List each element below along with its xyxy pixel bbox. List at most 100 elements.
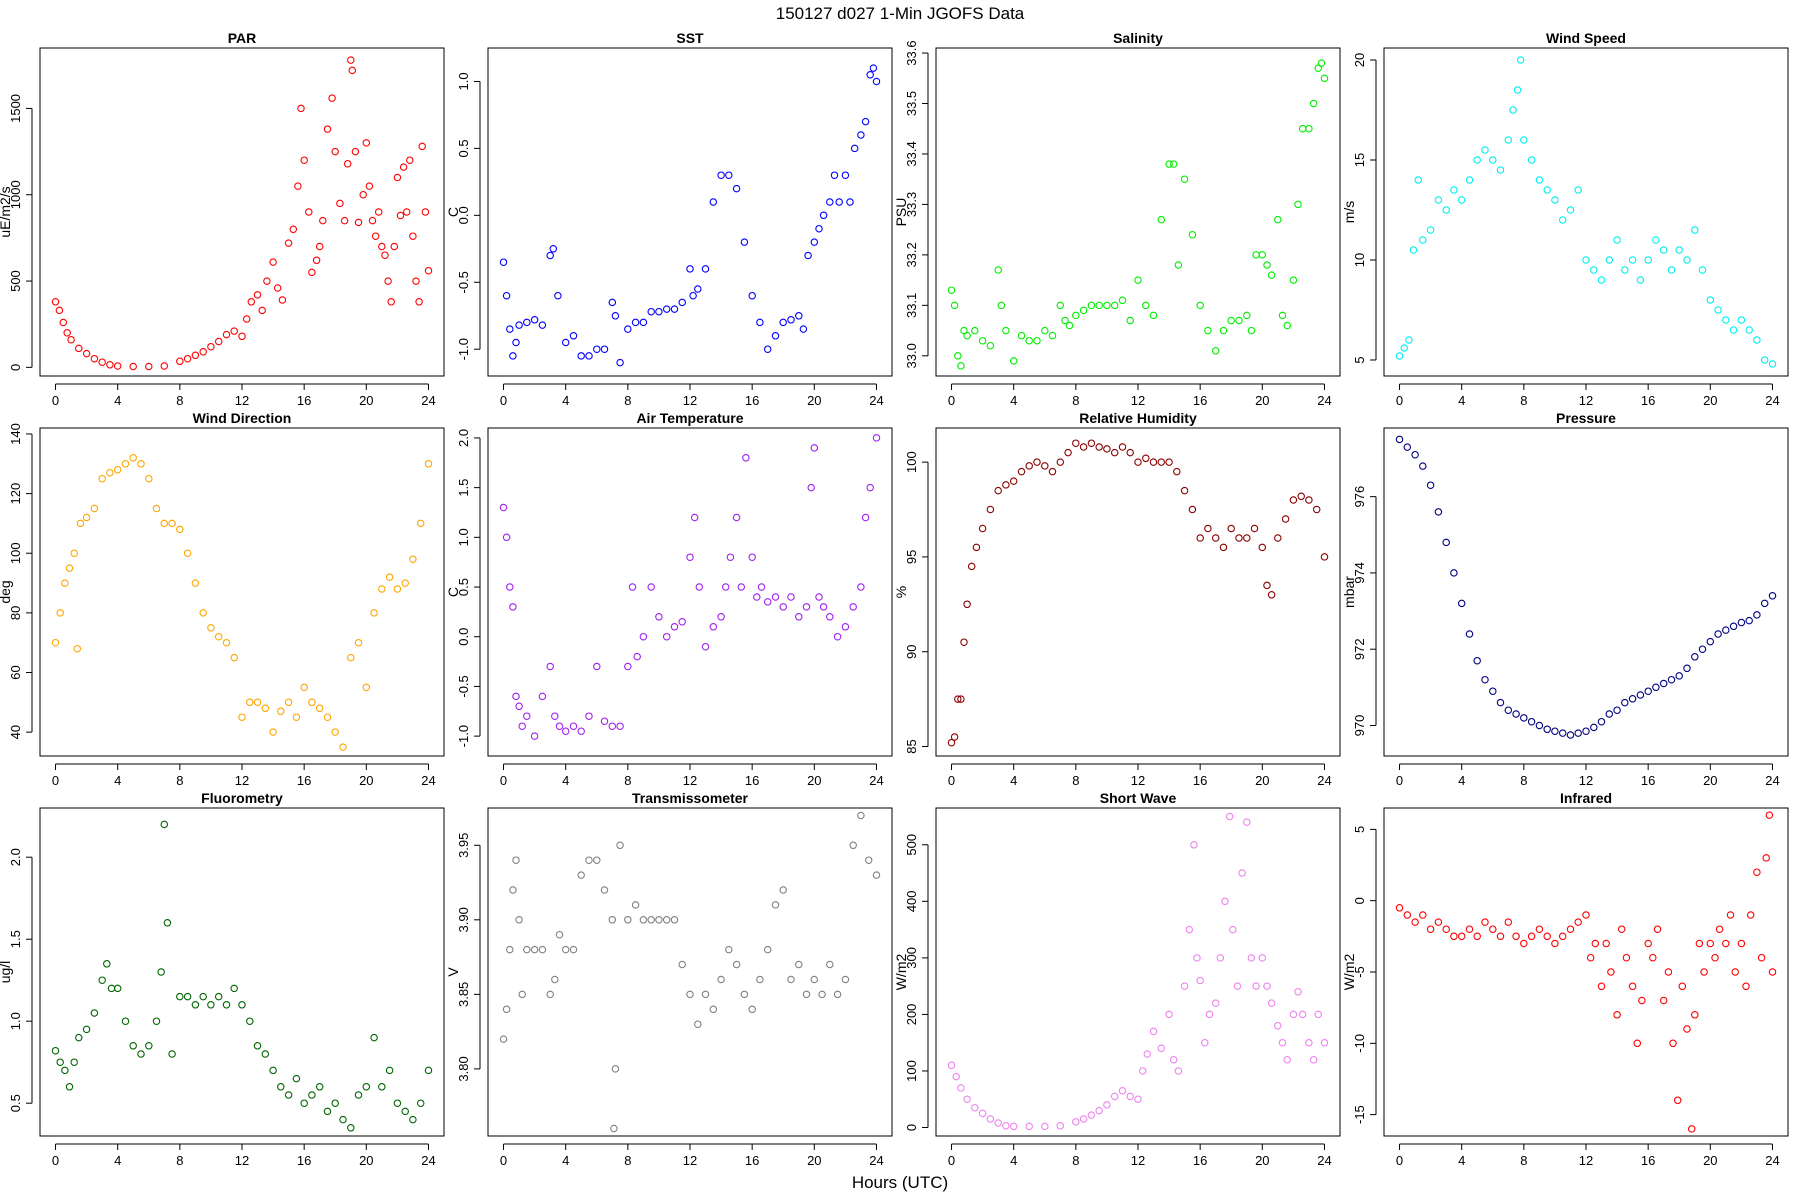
infrared-data-point — [1617, 925, 1626, 933]
infrared-data-point — [1450, 932, 1458, 941]
transmissometer-data-point — [639, 916, 648, 924]
relative-humidity-data-point — [1274, 534, 1282, 542]
par-x-tick-label: 16 — [297, 393, 311, 408]
par-data-point — [98, 358, 106, 366]
infrared-data-point — [1607, 968, 1615, 976]
wind-direction-plot-frame — [39, 427, 445, 757]
relative-humidity-data-point — [1072, 439, 1080, 447]
infrared-data-point — [1504, 918, 1513, 926]
relative-humidity-data-point — [1243, 534, 1251, 542]
short-wave-y-tick-label: 0 — [904, 1124, 919, 1131]
panel-fluorometry: Fluorometry 0 4 8 12 16 20 24 0.5 1.0 1.5 2.0 ug/l — [0, 790, 445, 1168]
wind-speed-data-point — [1489, 156, 1497, 164]
salinity-data-point — [1317, 59, 1326, 67]
air-temperature-data-point — [512, 692, 520, 701]
short-wave-data-point — [1211, 999, 1220, 1007]
par-data-point — [297, 104, 305, 113]
salinity-data-point — [1025, 336, 1033, 345]
salinity-data-point — [950, 301, 959, 310]
salinity-data-point — [1204, 326, 1212, 335]
wind-speed-data-point — [1628, 256, 1637, 264]
short-wave-data-point — [1157, 1044, 1166, 1053]
relative-humidity-data-point — [967, 562, 976, 571]
infrared-data-point — [1762, 854, 1770, 862]
short-wave-data-point — [1174, 1067, 1183, 1075]
wind-direction-data-point — [129, 454, 137, 462]
fluorometry-y-label: ug/l — [0, 961, 13, 984]
wind-direction-data-point — [393, 585, 402, 593]
relative-humidity-data-point — [972, 543, 981, 552]
relative-humidity-data-point — [1017, 467, 1026, 476]
salinity-data-point — [978, 336, 987, 345]
salinity-data-point — [1298, 124, 1307, 133]
short-wave-data-point — [1185, 925, 1194, 934]
wind-direction-data-point — [61, 579, 69, 587]
transmissometer-data-point — [872, 871, 881, 879]
wind-direction-data-point — [70, 549, 78, 557]
relative-humidity-data-point — [1157, 458, 1166, 466]
sst-data-point — [740, 238, 749, 246]
par-data-point — [230, 327, 238, 335]
par-data-point — [387, 298, 395, 306]
par-data-point — [191, 351, 200, 360]
par-title: PAR — [228, 30, 257, 46]
par-data-point — [331, 147, 339, 156]
par-data-point — [176, 357, 184, 366]
wind-direction-x-tick-label: 0 — [52, 773, 59, 788]
short-wave-data-point — [978, 1109, 987, 1118]
relative-humidity-data-point — [947, 738, 956, 747]
air-temperature-data-point — [771, 593, 780, 601]
short-wave-data-point — [1193, 954, 1201, 962]
salinity-data-point — [971, 326, 979, 335]
sst-x-tick-label: 12 — [683, 393, 697, 408]
fluorometry-x-tick-label: 24 — [421, 1153, 435, 1168]
wind-speed-data-point — [1753, 336, 1761, 344]
pressure-data-point — [1683, 664, 1691, 673]
pressure-points — [1395, 435, 1777, 739]
short-wave-data-point — [1252, 982, 1260, 990]
air-temperature-data-point — [555, 722, 564, 730]
air-temperature-data-point — [670, 623, 679, 631]
salinity-data-point — [1180, 175, 1189, 183]
wind-speed-data-point — [1683, 256, 1691, 264]
wind-speed-data-point — [1395, 352, 1404, 360]
panel-relative-humidity: Relative Humidity 0 4 8 12 16 20 24 85 90 95 100% — [893, 410, 1341, 788]
short-wave-data-point — [1149, 1027, 1158, 1036]
transmissometer-x-tick-label: 12 — [683, 1153, 697, 1168]
transmissometer-x-tick-label: 20 — [807, 1153, 821, 1168]
transmissometer-x-tick-label: 24 — [869, 1153, 883, 1168]
pressure-data-point — [1621, 698, 1629, 707]
wind-direction-data-point — [308, 698, 316, 707]
short-wave-data-point — [1118, 1087, 1127, 1095]
infrared-data-point — [1602, 939, 1610, 948]
infrared-data-point — [1473, 932, 1481, 941]
par-data-point — [129, 362, 137, 371]
salinity-data-point — [1048, 331, 1057, 340]
relative-humidity-data-point — [1305, 496, 1313, 504]
relative-humidity-data-point — [963, 600, 971, 609]
par-data-point — [354, 218, 363, 227]
salinity-data-point — [1056, 301, 1065, 310]
air-temperature-data-point — [633, 652, 641, 661]
wind-speed-data-point — [1675, 246, 1683, 254]
air-temperature-data-point — [802, 603, 811, 611]
fluorometry-x-tick-label: 20 — [359, 1153, 373, 1168]
wind-speed-data-point — [1729, 326, 1738, 334]
par-x-tick-label: 24 — [421, 393, 435, 408]
air-temperature-data-point — [593, 662, 601, 671]
wind-direction-data-point — [73, 644, 82, 653]
salinity-data-point — [1134, 276, 1142, 284]
relative-humidity-data-point — [1263, 581, 1271, 590]
sst-data-point — [585, 352, 593, 360]
wind-direction-data-point — [76, 519, 85, 528]
wind-direction-data-point — [82, 513, 91, 522]
wind-speed-data-point — [1409, 246, 1418, 254]
wind-direction-data-point — [199, 609, 207, 617]
par-data-point — [371, 232, 380, 240]
sst-x-tick-label: 4 — [562, 393, 569, 408]
air-temperature-data-point — [849, 603, 857, 611]
relative-humidity-data-point — [1048, 467, 1057, 476]
pressure-data-point — [1419, 462, 1427, 470]
transmissometer-data-point — [585, 856, 593, 864]
wind-speed-data-point — [1520, 136, 1528, 144]
